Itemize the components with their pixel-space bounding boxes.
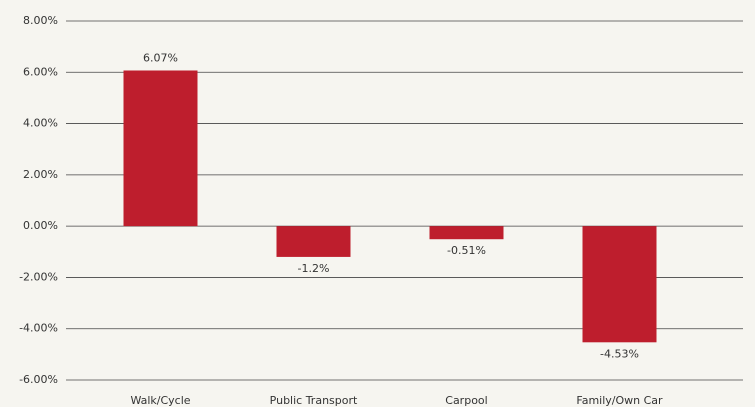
bar xyxy=(429,226,504,240)
bar xyxy=(582,226,657,343)
value-label: -4.53% xyxy=(600,347,639,360)
y-tick-label: -6.00% xyxy=(19,373,58,386)
value-label: -1.2% xyxy=(298,262,330,275)
x-tick-label: Walk/Cycle xyxy=(130,394,190,407)
x-tick-label: Public Transport xyxy=(270,394,358,407)
value-label: 6.07% xyxy=(143,51,178,64)
y-tick-label: -4.00% xyxy=(19,322,58,335)
y-tick-label: 8.00% xyxy=(23,14,58,27)
bar xyxy=(123,70,198,227)
value-label: -0.51% xyxy=(447,244,486,257)
x-tick-label: Family/Own Car xyxy=(576,394,663,407)
y-tick-label: 0.00% xyxy=(23,219,58,232)
x-tick-label: Carpool xyxy=(445,394,487,407)
y-tick-label: 2.00% xyxy=(23,168,58,181)
y-tick-label: 6.00% xyxy=(23,65,58,78)
y-tick-label: -2.00% xyxy=(19,270,58,283)
bar xyxy=(276,226,351,257)
y-tick-label: 4.00% xyxy=(23,117,58,130)
